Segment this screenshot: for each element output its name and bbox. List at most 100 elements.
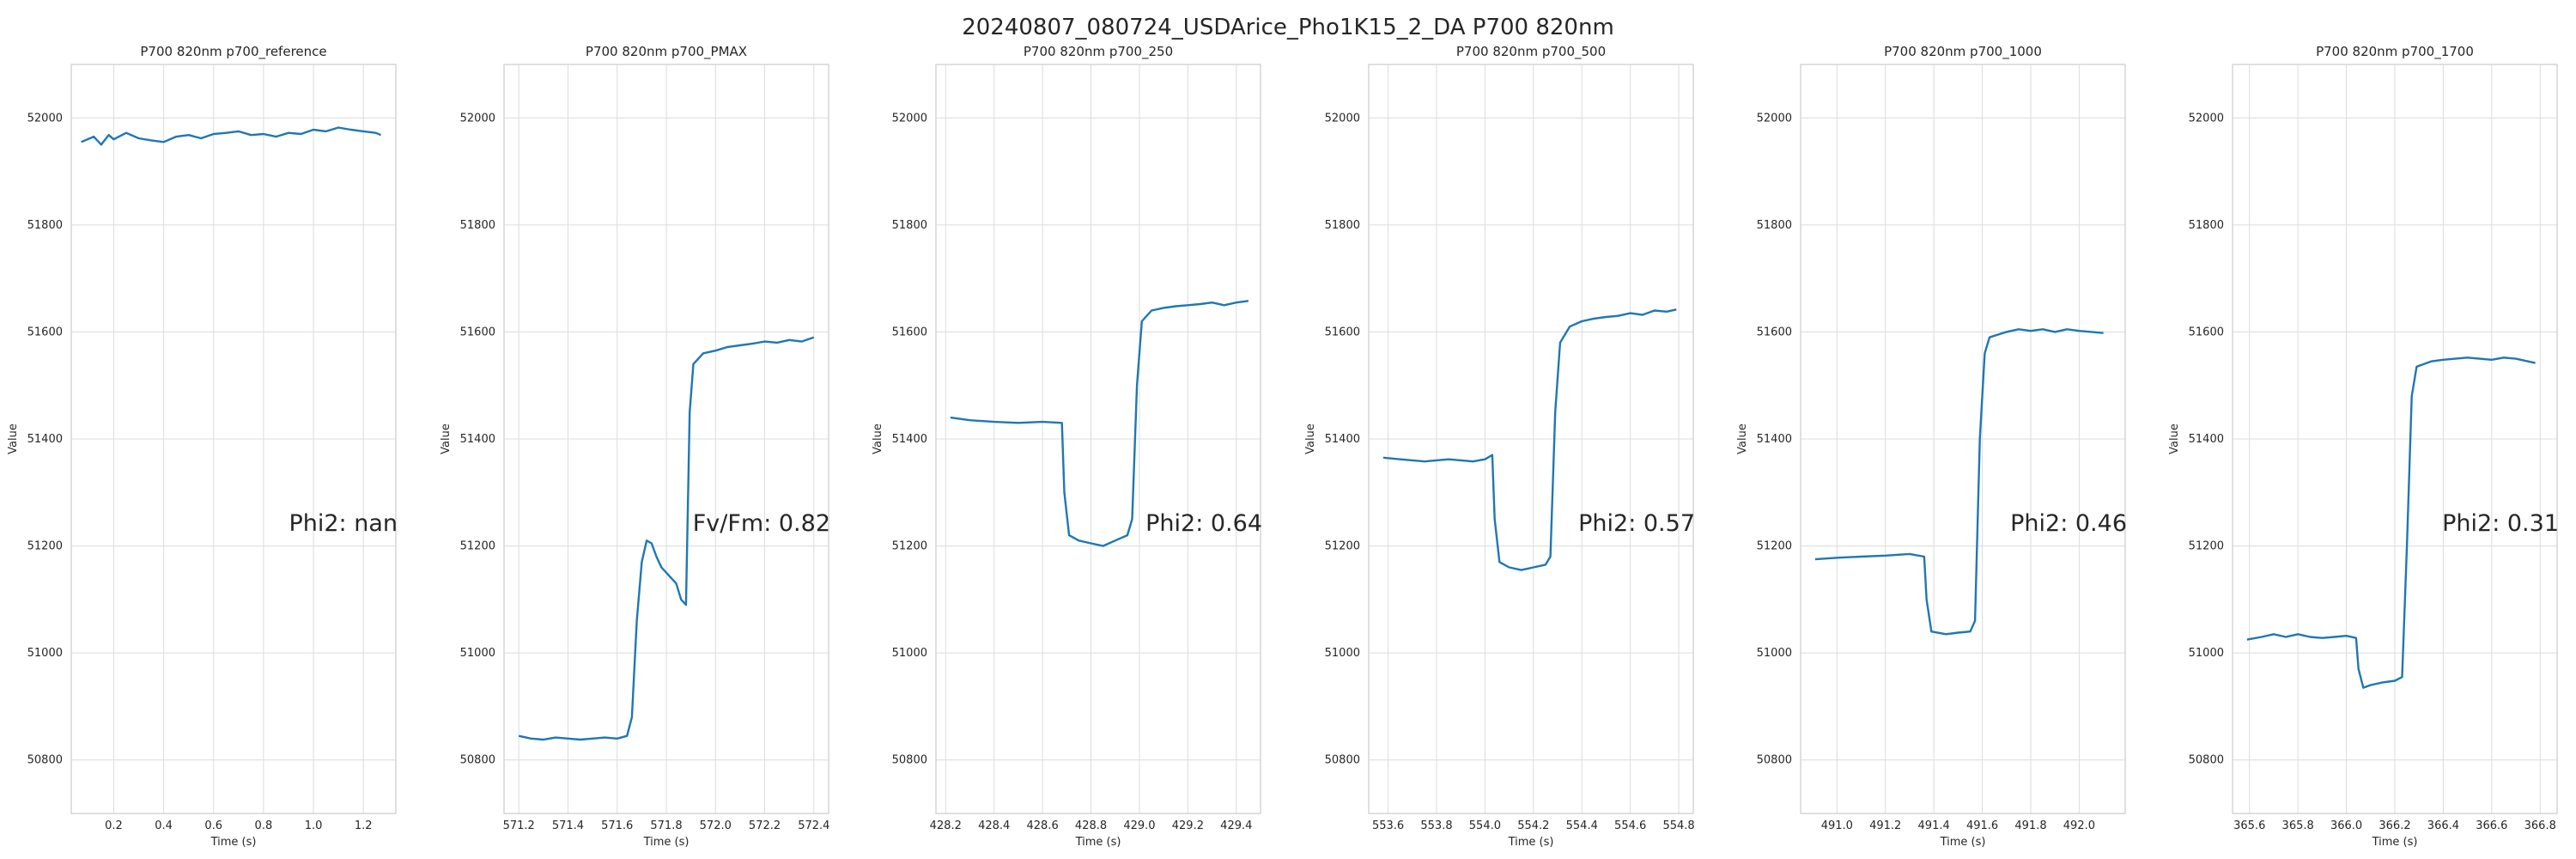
x-tick-label: 491.8	[2014, 819, 2046, 832]
data-series-line	[2246, 356, 2536, 689]
subplot-title: P700 820nm p700_reference	[140, 44, 326, 60]
subplot-title: P700 820nm p700_1700	[2316, 44, 2474, 60]
x-tick-label: 429.4	[1220, 819, 1252, 832]
y-tick-label: 51200	[2189, 540, 2224, 553]
metric-annotation: Phi2: nan	[289, 510, 398, 537]
x-tick-label: 491.4	[1918, 819, 1950, 832]
metric-annotation: Phi2: 0.57	[1578, 510, 1695, 537]
y-tick-label: 51800	[27, 219, 63, 232]
y-axis-label: Value	[2168, 423, 2181, 454]
y-tick-label: 51800	[460, 219, 495, 232]
x-tick-label: 428.8	[1075, 819, 1107, 832]
y-tick-label: 52000	[460, 112, 495, 125]
subplot-title: P700 820nm p700_250	[1024, 44, 1173, 60]
x-tick-label: 366.6	[2476, 819, 2507, 832]
y-tick-label: 52000	[27, 112, 63, 125]
x-tick-label: 554.2	[1517, 819, 1549, 832]
x-tick-label: 366.2	[2379, 819, 2410, 832]
x-tick-label: 1.0	[305, 819, 323, 832]
y-tick-label: 51400	[1325, 433, 1360, 446]
x-axis-label: Time (s)	[1508, 836, 1554, 849]
x-tick-label: 1.2	[355, 819, 373, 832]
metric-annotation: Phi2: 0.64	[1145, 510, 1262, 537]
y-tick-label: 50800	[2189, 754, 2224, 767]
metric-annotation: Phi2: 0.46	[2010, 510, 2127, 537]
y-tick-label: 51200	[27, 540, 63, 553]
y-tick-label: 51400	[27, 433, 63, 446]
data-series-line	[950, 300, 1249, 547]
figure-title: 20240807_080724_USDArice_Pho1K15_2_DA P7…	[962, 15, 1614, 40]
y-tick-label: 51000	[27, 647, 63, 660]
axes-frame	[1800, 64, 2126, 814]
x-tick-label: 0.8	[255, 819, 273, 832]
x-tick-label: 429.2	[1172, 819, 1204, 832]
y-tick-label: 51600	[892, 326, 927, 338]
x-tick-label: 0.2	[105, 819, 123, 832]
subplot-2: 50800 51000 51200 51400 51600 51800 52000 571.2…	[440, 44, 830, 849]
x-tick-label: 428.4	[978, 819, 1010, 832]
metric-annotation: Fv/Fm: 0.82	[693, 510, 830, 537]
y-tick-label: 51000	[1757, 647, 1792, 660]
y-tick-label: 52000	[2189, 112, 2224, 125]
y-tick-label: 50800	[460, 754, 495, 767]
x-tick-label: 571.6	[601, 819, 633, 832]
axes-frame	[935, 64, 1261, 814]
y-tick-label: 51600	[1325, 326, 1360, 338]
y-tick-label: 51800	[1325, 219, 1360, 232]
x-tick-label: 554.0	[1469, 819, 1501, 832]
x-tick-label: 491.0	[1821, 819, 1853, 832]
y-tick-label: 51800	[892, 219, 927, 232]
x-tick-label: 491.6	[1966, 819, 1998, 832]
y-tick-label: 51600	[27, 326, 63, 338]
y-tick-label: 50800	[27, 754, 63, 767]
x-tick-label: 571.8	[650, 819, 682, 832]
subplot-5: 50800 51000 51200 51400 51600 51800 52000 491.0…	[1736, 44, 2127, 849]
x-tick-label: 366.0	[2330, 819, 2362, 832]
data-series-line	[81, 126, 382, 146]
x-tick-label: 554.8	[1662, 819, 1694, 832]
subplot-title: P700 820nm p700_1000	[1884, 44, 2042, 60]
x-tick-label: 553.6	[1372, 819, 1404, 832]
y-tick-label: 52000	[1757, 112, 1792, 125]
y-tick-label: 51800	[1757, 219, 1792, 232]
x-tick-label: 365.8	[2282, 819, 2314, 832]
x-tick-label: 572.0	[700, 819, 732, 832]
data-series-line	[1382, 308, 1677, 571]
y-tick-label: 51800	[2189, 219, 2224, 232]
y-tick-label: 50800	[1325, 754, 1360, 767]
x-tick-label: 491.2	[1869, 819, 1901, 832]
x-tick-label: 365.6	[2233, 819, 2265, 832]
y-axis-label: Value	[1304, 423, 1317, 454]
x-tick-label: 571.2	[503, 819, 535, 832]
y-axis-label: Value	[1736, 423, 1749, 454]
x-axis-label: Time (s)	[210, 836, 257, 849]
y-tick-label: 51600	[460, 326, 495, 338]
axes-frame	[70, 64, 397, 814]
y-tick-label: 51400	[892, 433, 927, 446]
x-tick-label: 428.6	[1027, 819, 1059, 832]
y-tick-label: 52000	[1325, 112, 1360, 125]
x-tick-label: 429.0	[1123, 819, 1155, 832]
x-tick-label: 553.8	[1420, 819, 1452, 832]
metric-annotation: Phi2: 0.31	[2442, 510, 2559, 537]
y-tick-label: 51000	[1325, 647, 1360, 660]
subplot-grid: 50800 51000 51200 51400 51600 51800 52000 0.2 0.…	[7, 44, 2559, 849]
y-tick-label: 51400	[2189, 433, 2224, 446]
x-axis-label: Time (s)	[643, 836, 690, 849]
data-series-line	[518, 336, 815, 741]
subplot-4: 50800 51000 51200 51400 51600 51800 52000 553.6…	[1304, 44, 1695, 849]
subplot-1: 50800 51000 51200 51400 51600 51800 52000 0.2 0.…	[7, 44, 398, 849]
x-tick-label: 554.6	[1614, 819, 1646, 832]
subplot-title: P700 820nm p700_500	[1456, 44, 1606, 60]
y-tick-label: 51200	[892, 540, 927, 553]
y-tick-label: 51200	[1757, 540, 1792, 553]
axes-frame	[1368, 64, 1694, 814]
y-axis-label: Value	[7, 423, 20, 454]
y-tick-label: 51600	[2189, 326, 2224, 338]
y-tick-label: 50800	[892, 754, 927, 767]
y-tick-label: 51200	[1325, 540, 1360, 553]
subplot-3: 50800 51000 51200 51400 51600 51800 52000 428.2…	[872, 44, 1262, 849]
x-axis-label: Time (s)	[1940, 836, 1986, 849]
x-tick-label: 366.4	[2427, 819, 2459, 832]
